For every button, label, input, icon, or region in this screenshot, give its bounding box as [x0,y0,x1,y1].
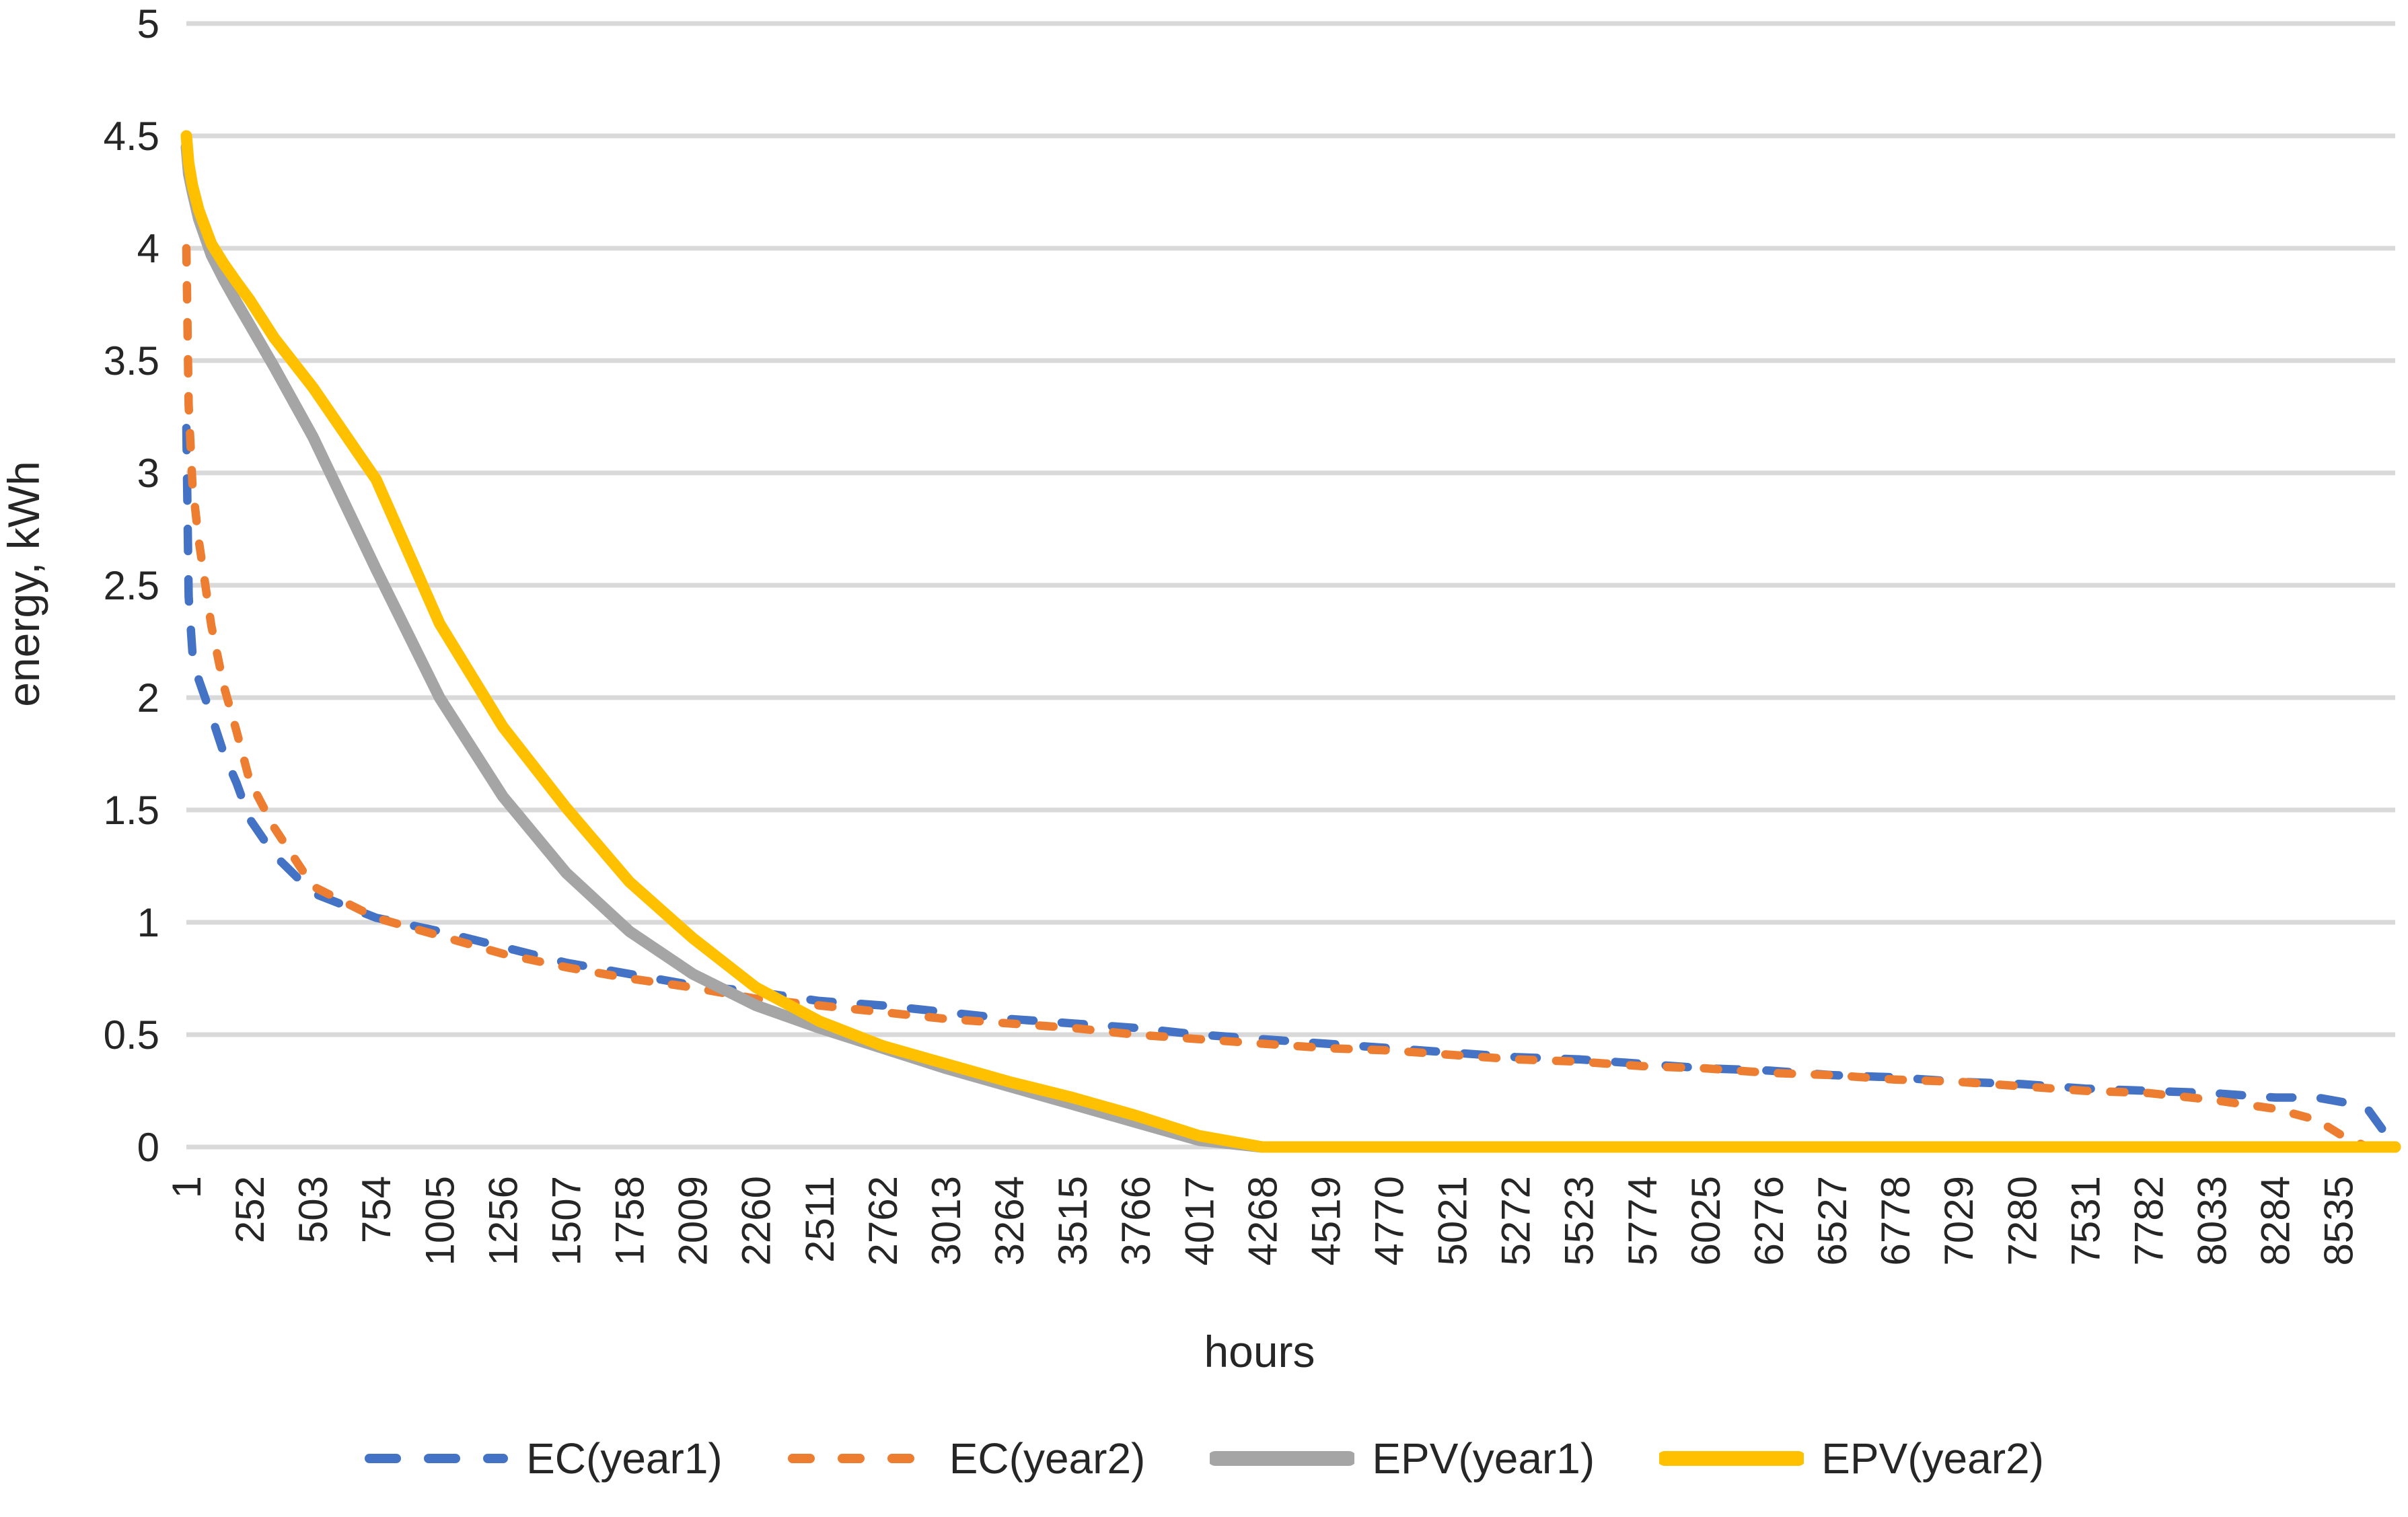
y-tick-label: 2 [137,675,159,720]
x-tick-label: 5523 [1557,1176,1602,1265]
x-tick-label: 2762 [861,1176,906,1265]
x-tick-label: 1507 [544,1176,589,1265]
x-tick-label: 252 [227,1176,272,1243]
x-tick-label: 7280 [2000,1176,2045,1265]
y-tick-label: 2.5 [104,563,159,608]
x-tick-label: 1 [164,1176,209,1198]
legend-label-ec-year1: EC(year1) [526,1434,723,1483]
x-tick-label: 5774 [1620,1176,1665,1265]
legend-line-sample-epv-year1 [1210,1451,1355,1466]
y-axis-tick-labels: 0 0.5 1 1.5 2 2.5 3 3.5 4 4.5 5 [104,1,159,1170]
x-tick-label: 6025 [1683,1176,1728,1265]
x-tick-label: 3264 [987,1176,1032,1265]
legend-line-sample-ec-year2 [787,1454,931,1463]
y-axis-title: energy, kWh [0,461,48,707]
x-tick-label: 4519 [1303,1176,1348,1265]
x-axis-title: hours [1204,1327,1315,1376]
x-tick-label: 4017 [1177,1176,1222,1265]
x-tick-label: 7029 [1936,1176,1981,1265]
y-tick-label: 0 [137,1125,159,1170]
x-tick-label: 5021 [1430,1176,1475,1265]
y-tick-label: 1.5 [104,788,159,833]
gridlines [186,21,2395,1150]
y-tick-label: 3 [137,451,159,496]
y-tick-label: 4 [137,226,159,271]
legend-line-sample-ec-year1 [365,1454,509,1463]
x-tick-label: 2009 [671,1176,716,1265]
legend-item-ec-year2: EC(year2) [787,1434,1146,1483]
x-tick-label: 6527 [1810,1176,1855,1265]
series-line-ec-year2 [182,244,2400,1152]
x-tick-label: 3766 [1114,1176,1159,1265]
x-tick-label: 8284 [2253,1176,2298,1265]
x-tick-label: 7782 [2126,1176,2171,1265]
y-tick-label: 4.5 [104,114,159,159]
legend-label-epv-year1: EPV(year1) [1372,1434,1595,1483]
x-tick-label: 2511 [797,1176,842,1263]
y-tick-label: 0.5 [104,1012,159,1058]
x-axis-tick-labels: 1 252 503 754 1005 1256 1507 1758 2009 2260 2511 27… [164,1176,2362,1265]
x-tick-label: 3515 [1050,1176,1095,1265]
x-tick-label: 7531 [2063,1176,2108,1265]
x-tick-label: 3013 [924,1176,969,1265]
legend-item-epv-year2: EPV(year2) [1659,1434,2044,1483]
legend-item-epv-year1: EPV(year1) [1210,1434,1595,1483]
x-tick-label: 754 [354,1176,399,1243]
series-line-epv-year2 [180,130,2401,1153]
x-tick-label: 4770 [1366,1176,1412,1265]
x-tick-label: 6778 [1873,1176,1918,1265]
x-tick-label: 5272 [1494,1176,1539,1265]
legend-line-sample-epv-year2 [1659,1451,1804,1466]
y-tick-label: 5 [137,1,159,46]
x-tick-label: 503 [291,1176,336,1243]
series-lines [180,130,2401,1153]
legend: EC(year1) EC(year2) EPV(year1) EPV(year2) [0,1411,2408,1506]
x-tick-label: 1256 [480,1176,525,1265]
legend-label-epv-year2: EPV(year2) [1821,1434,2044,1483]
x-tick-label: 2260 [734,1176,779,1265]
x-tick-label: 6276 [1747,1176,1792,1265]
x-tick-label: 1758 [608,1176,653,1265]
legend-label-ec-year2: EC(year2) [949,1434,1146,1483]
legend-item-ec-year1: EC(year1) [364,1434,723,1483]
y-tick-label: 1 [137,900,159,945]
y-tick-label: 3.5 [104,338,159,383]
x-tick-label: 4268 [1240,1176,1285,1265]
x-tick-label: 8033 [2190,1176,2235,1265]
series-line-ec-year1 [182,423,2400,1152]
series-line-epv-year1 [180,141,2401,1153]
x-tick-label: 1005 [417,1176,462,1265]
x-tick-label: 8535 [2316,1176,2362,1265]
